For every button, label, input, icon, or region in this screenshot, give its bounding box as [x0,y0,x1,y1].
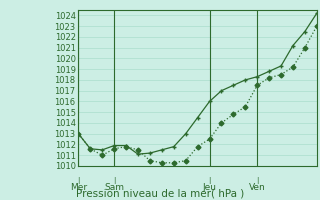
Text: |: | [77,177,80,184]
Text: Mer: Mer [70,183,87,192]
Text: |: | [256,177,258,184]
Text: Pression niveau de la mer( hPa ): Pression niveau de la mer( hPa ) [76,188,244,198]
Text: |: | [113,177,115,184]
Text: |: | [208,177,211,184]
Text: Ven: Ven [249,183,266,192]
Text: Jeu: Jeu [203,183,217,192]
Text: Sam: Sam [104,183,124,192]
